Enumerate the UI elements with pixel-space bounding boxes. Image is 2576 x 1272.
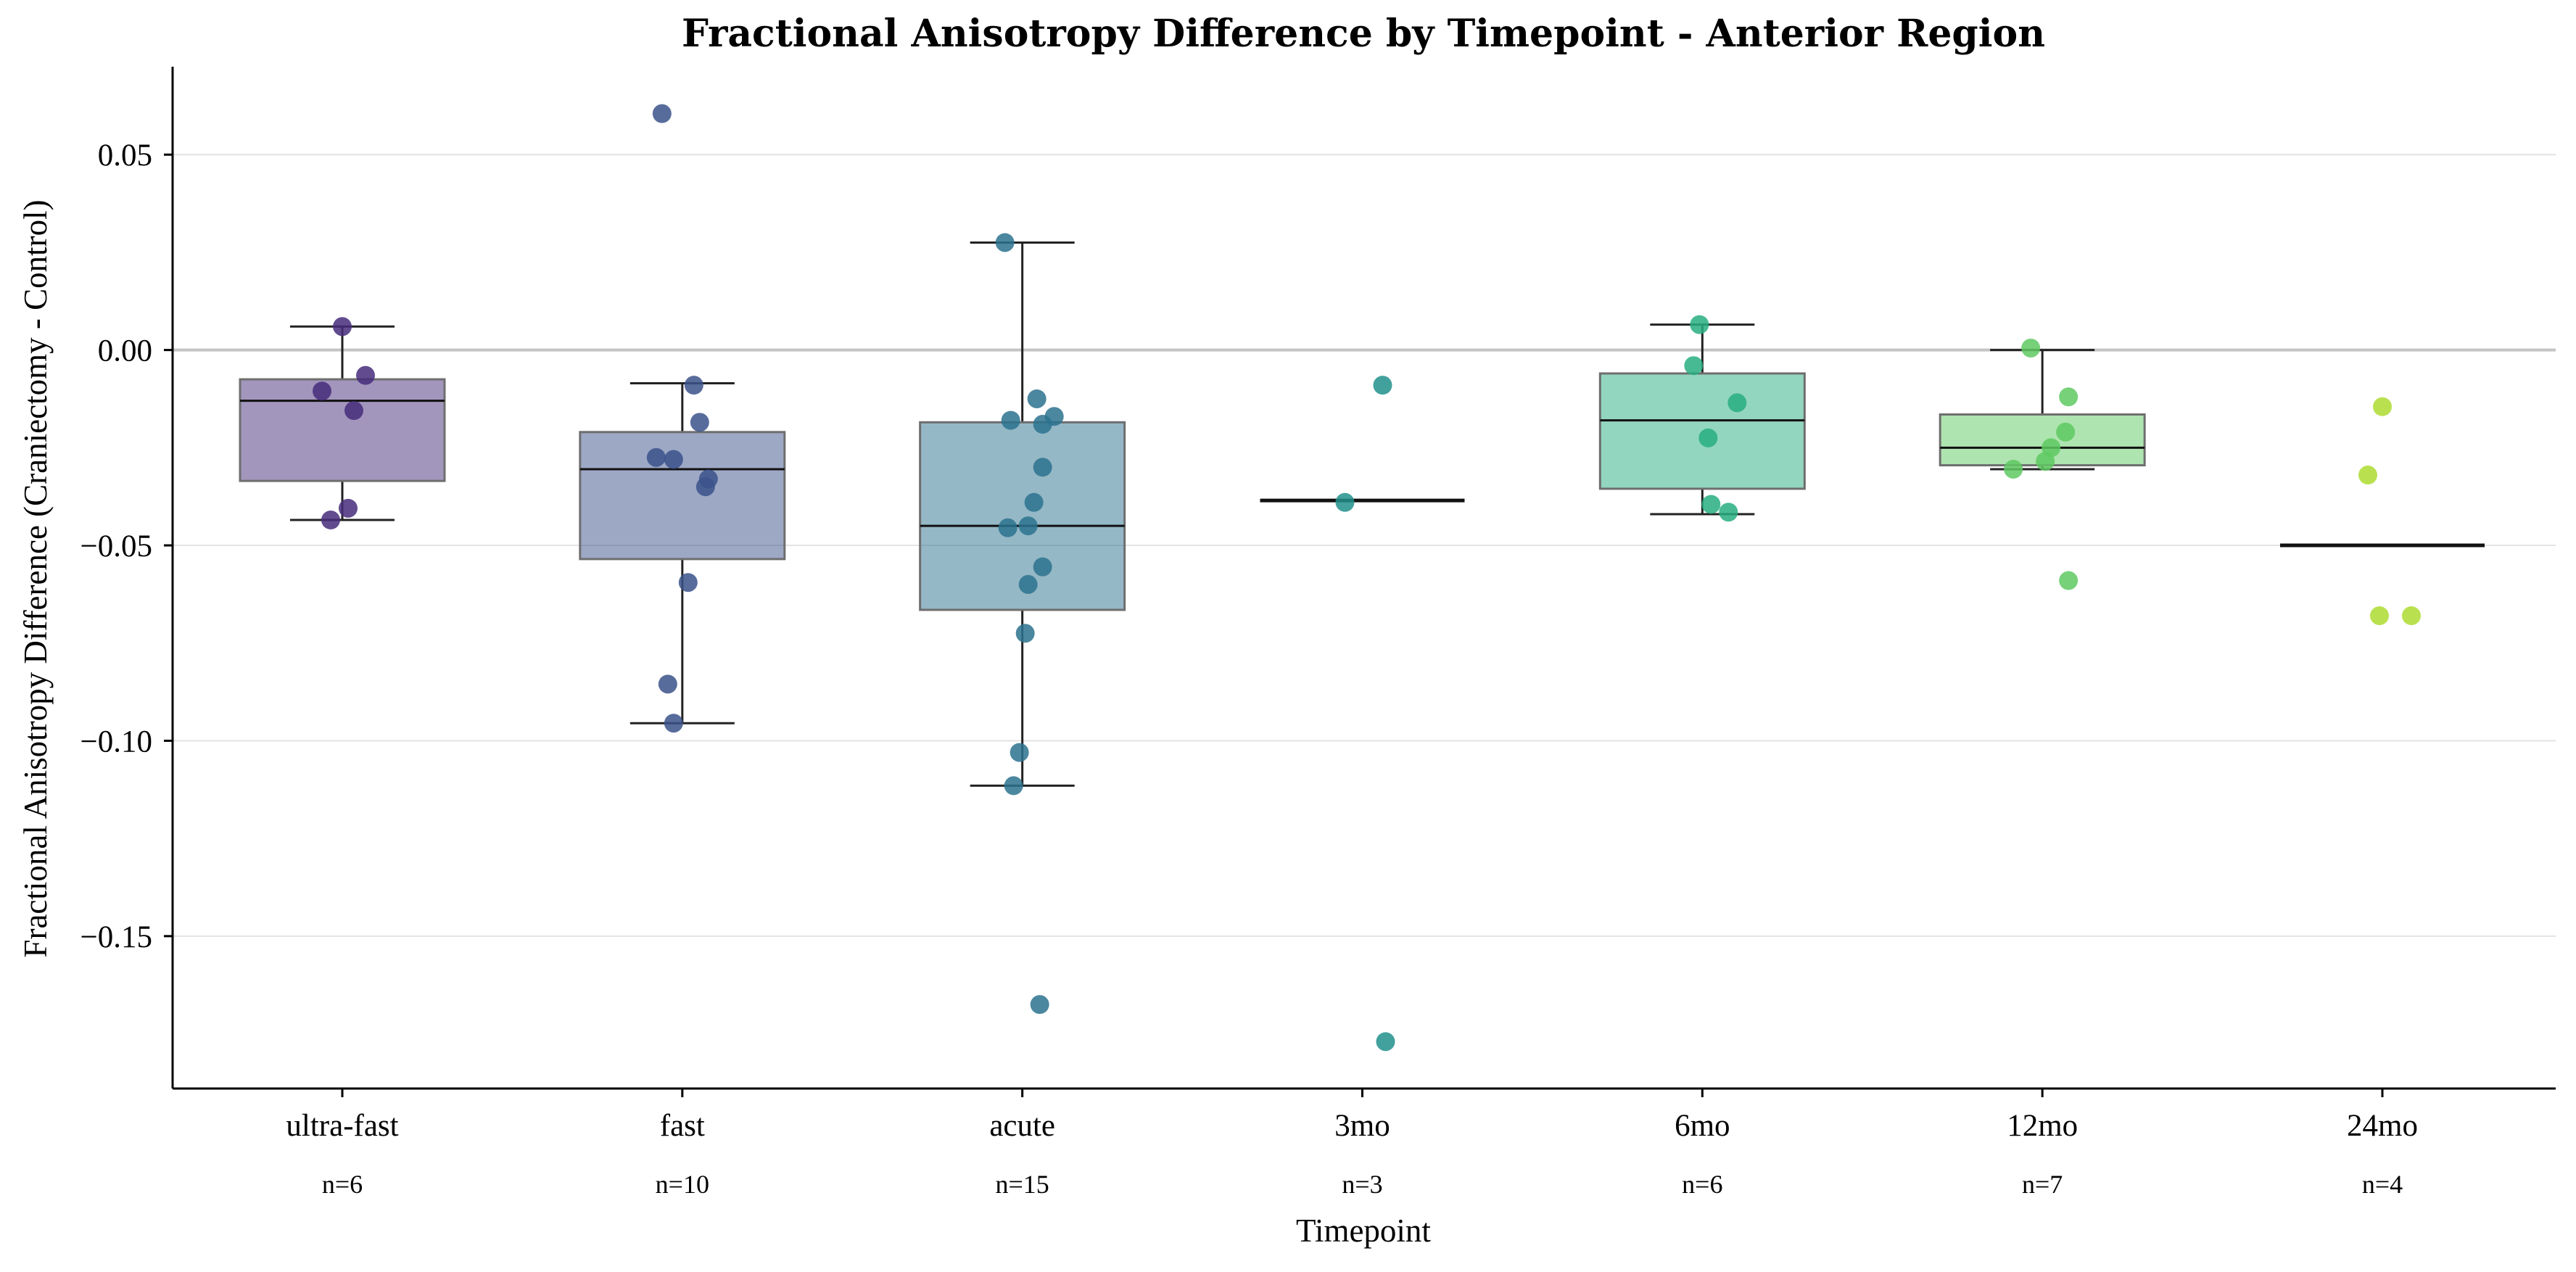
x-tick-label: 12mo — [2007, 1109, 2078, 1143]
sample-count-label: n=3 — [1342, 1170, 1382, 1199]
box-body — [1598, 372, 1806, 490]
data-point — [339, 498, 358, 518]
sample-count-label: n=7 — [2022, 1170, 2063, 1199]
data-point — [1335, 492, 1355, 512]
data-point — [1690, 315, 1709, 334]
data-point — [646, 447, 666, 467]
y-tick-label: 0.05 — [98, 139, 152, 173]
chart-title: Fractional Anisotropy Difference by Time… — [682, 12, 2045, 56]
box-6mo — [1598, 323, 1806, 516]
data-point — [664, 450, 683, 469]
x-tick-label: acute — [989, 1109, 1055, 1143]
data-point — [664, 714, 683, 733]
data-point — [1024, 492, 1044, 512]
data-point — [2059, 571, 2078, 590]
box-fast — [579, 381, 786, 724]
boxes — [239, 241, 2485, 787]
data-point — [998, 518, 1017, 537]
data-point — [684, 376, 703, 395]
data-point — [1027, 389, 1046, 408]
data-point — [1018, 516, 1038, 536]
sample-count-label: n=10 — [656, 1170, 709, 1199]
data-point — [2373, 397, 2392, 416]
sample-count-label: n=4 — [2362, 1170, 2403, 1199]
data-point — [356, 366, 375, 385]
data-point — [2358, 466, 2377, 485]
data-point — [1015, 624, 1035, 643]
data-point — [2059, 387, 2078, 407]
data-point — [1373, 376, 1392, 395]
data-point — [652, 104, 672, 123]
data-point — [1033, 415, 1052, 434]
box-ultra-fast — [239, 325, 446, 521]
data-point — [2370, 606, 2389, 626]
data-point — [1033, 458, 1052, 477]
x-tick-label: 3mo — [1334, 1109, 1390, 1143]
data-point — [2021, 338, 2041, 358]
axes — [171, 67, 2556, 1090]
x-tick-label: 6mo — [1675, 1109, 1730, 1143]
x-tick-label: fast — [660, 1109, 705, 1143]
data-point — [690, 413, 709, 432]
data-point — [1001, 410, 1020, 430]
data-point — [1018, 574, 1038, 594]
sample-count-label: n=6 — [1682, 1170, 1722, 1199]
data-point — [1701, 495, 1721, 514]
data-point — [1719, 503, 1738, 522]
data-point — [1698, 428, 1718, 447]
data-point — [1010, 743, 1029, 762]
y-tick-label: −0.15 — [80, 920, 152, 954]
data-point — [2004, 459, 2023, 479]
data-point — [2036, 452, 2055, 471]
x-tick-label: 24mo — [2347, 1109, 2418, 1143]
data-point — [1727, 393, 1747, 413]
data-point — [695, 477, 715, 497]
data-point — [1033, 557, 1052, 577]
data-point — [313, 381, 331, 401]
data-point — [321, 511, 340, 530]
data-point — [1004, 776, 1023, 796]
data-point — [995, 233, 1015, 252]
y-tick-label: 0.00 — [98, 334, 152, 368]
tick-labels: 0.05 0.00 −0.05 −0.10 −0.15 ultra-fast n=6 fast… — [80, 139, 2417, 1199]
sample-count-label: n=15 — [996, 1170, 1049, 1199]
box-body — [239, 378, 446, 482]
sample-count-label: n=6 — [322, 1170, 363, 1199]
data-point — [1030, 995, 1049, 1015]
x-tick-label: ultra-fast — [286, 1109, 398, 1143]
data-point — [344, 401, 363, 421]
data-point — [1376, 1032, 1395, 1052]
data-point — [678, 573, 698, 592]
x-axis-label: Timepoint — [1296, 1213, 1431, 1249]
gridlines — [173, 154, 2556, 937]
box-body — [579, 431, 786, 561]
y-tick-label: −0.05 — [80, 529, 152, 563]
y-axis-label: Fractional Anisotropy Difference (Cranie… — [17, 199, 54, 957]
data-points — [313, 104, 2421, 1052]
box-acute — [919, 241, 1126, 787]
data-point — [2402, 606, 2421, 626]
data-point — [1684, 356, 1704, 376]
data-point — [658, 674, 677, 694]
data-point — [2056, 422, 2076, 442]
data-point — [333, 317, 352, 336]
y-tick-label: −0.10 — [80, 724, 152, 759]
